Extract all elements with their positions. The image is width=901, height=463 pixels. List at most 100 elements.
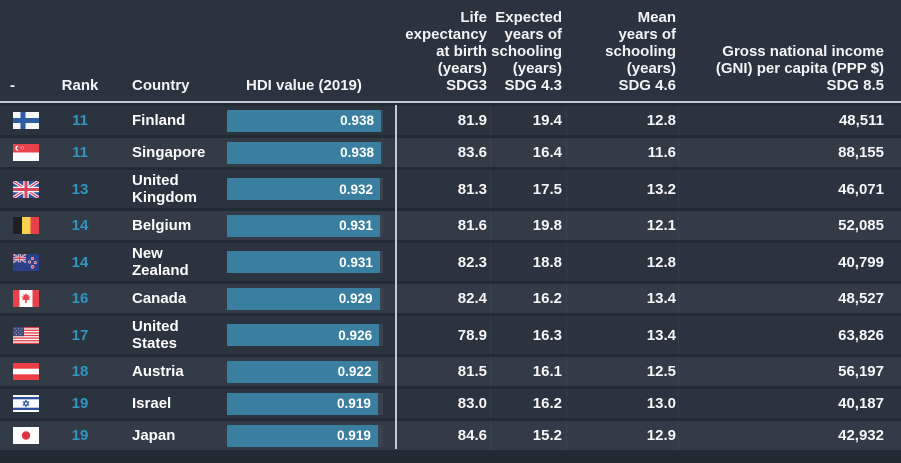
austria-flag-icon	[13, 363, 39, 380]
country-name: Japan	[132, 427, 176, 444]
israel-flag-icon	[13, 395, 39, 412]
hdi-value-label: 0.931	[339, 218, 373, 233]
header-country-column[interactable]: Country	[132, 77, 190, 94]
hdi-bar-cell: 0.931	[227, 214, 396, 237]
hdi-value-label: 0.929	[338, 291, 373, 306]
table-row: 14 New Zealand 0.931 82.3 18.8 12.8 40,799	[0, 243, 901, 281]
flag-cell	[0, 112, 50, 129]
table-row: 19 Japan 0.919 84.6 15.2 12.9 42,932	[0, 421, 901, 450]
flag-cell	[0, 427, 50, 444]
flag-cell	[0, 363, 50, 380]
expected-schooling-value: 16.2	[490, 284, 566, 313]
hdi-bar-cell: 0.931	[227, 251, 396, 273]
hdi-bar-track: 0.932	[227, 178, 383, 200]
expected-schooling-value: 16.1	[490, 357, 566, 386]
gni-per-capita-value: 48,527	[678, 284, 901, 313]
hdi-value-label: 0.938	[340, 113, 374, 128]
hdi-bar-fill: 0.932	[227, 178, 381, 200]
gni-per-capita-value: 52,085	[678, 211, 901, 240]
gni-per-capita-value: 88,155	[678, 138, 901, 167]
gni-per-capita-value: 46,071	[678, 170, 901, 208]
mean-schooling-value: 13.2	[566, 170, 678, 208]
new-zealand-flag-icon	[13, 253, 39, 271]
hdi-bar-track: 0.919	[227, 424, 383, 447]
header-life-expectancy-column[interactable]: Life expectancy at birth (years) SDG3	[405, 9, 487, 94]
country-name: Israel	[132, 395, 172, 412]
expected-schooling-value: 16.4	[490, 138, 566, 167]
hdi-bar-fill: 0.938	[227, 109, 381, 132]
table-row: 16 Canada 0.929 82.4 16.2 13.4 48,527	[0, 284, 901, 313]
header-hdi-column[interactable]: HDI value (2019)	[246, 77, 362, 94]
gni-per-capita-value: 40,799	[678, 243, 901, 281]
header-mean-schooling-column[interactable]: Mean years of schooling (years) SDG 4.6	[605, 9, 676, 94]
table-row: 18 Austria 0.922 81.5 16.1 12.5 56,197	[0, 357, 901, 386]
mean-schooling-value: 12.9	[566, 421, 678, 450]
country-name: United Kingdom	[132, 172, 197, 206]
life-expectancy-value: 81.3	[396, 170, 490, 208]
hdi-bar-fill: 0.926	[227, 324, 380, 346]
singapore-flag-icon	[13, 144, 39, 161]
expected-schooling-value: 15.2	[490, 421, 566, 450]
hdi-bar-cell: 0.929	[227, 287, 396, 310]
header-flag-column[interactable]: -	[10, 77, 15, 94]
life-expectancy-value: 81.6	[396, 211, 490, 240]
gni-per-capita-value: 56,197	[678, 357, 901, 386]
hdi-bar-fill: 0.919	[227, 392, 378, 415]
flag-cell	[0, 253, 50, 271]
hdi-bar-cell: 0.932	[227, 178, 396, 200]
hdi-bar-track: 0.919	[227, 392, 383, 415]
rank-value: 13	[71, 180, 89, 198]
belgium-flag-icon	[13, 217, 39, 234]
flag-cell	[0, 144, 50, 161]
hdi-value-label: 0.919	[337, 428, 371, 443]
hdi-value-label: 0.919	[337, 396, 371, 411]
hdi-bar-cell: 0.938	[227, 141, 396, 164]
mean-schooling-value: 13.0	[566, 389, 678, 418]
life-expectancy-value: 84.6	[396, 421, 490, 450]
finland-flag-icon	[13, 112, 39, 129]
header-gni-column[interactable]: Gross national income (GNI) per capita (…	[715, 43, 884, 94]
rank-value: 19	[71, 427, 89, 444]
header-expected-schooling-column[interactable]: Expected years of schooling (years) SDG …	[491, 9, 562, 94]
rank-value: 14	[71, 217, 89, 234]
country-name: Singapore	[132, 144, 206, 161]
hdi-bar-fill: 0.938	[227, 141, 381, 164]
rank-value: 17	[71, 326, 89, 344]
header-rank-column[interactable]: Rank	[61, 77, 99, 94]
gni-per-capita-value: 63,826	[678, 316, 901, 354]
hdi-value-label: 0.922	[337, 364, 372, 379]
hdi-bar-fill: 0.922	[227, 360, 379, 383]
hdi-bar-track: 0.922	[227, 360, 383, 383]
hdi-value-label: 0.926	[338, 327, 373, 343]
hdi-bar-cell: 0.926	[227, 324, 396, 346]
rank-value: 11	[72, 112, 88, 129]
life-expectancy-value: 83.0	[396, 389, 490, 418]
life-expectancy-value: 83.6	[396, 138, 490, 167]
hdi-bar-track: 0.938	[227, 109, 383, 132]
hdi-value-label: 0.931	[339, 254, 373, 270]
rank-value: 18	[71, 363, 89, 380]
country-name: New Zealand	[132, 245, 189, 279]
mean-schooling-value: 12.8	[566, 243, 678, 281]
mean-schooling-value: 12.5	[566, 357, 678, 386]
table-row: 13 United Kingdom 0.932 81.3 17.5 13.2 46,071	[0, 170, 901, 208]
hdi-value-label: 0.938	[340, 145, 374, 160]
japan-flag-icon	[13, 427, 39, 444]
mean-schooling-value: 13.4	[566, 316, 678, 354]
mean-schooling-value: 12.1	[566, 211, 678, 240]
life-expectancy-value: 78.9	[396, 316, 490, 354]
rank-value: 19	[71, 395, 89, 412]
table-row: 11 Singapore 0.938 83.6 16.4 11.6 88,155	[0, 138, 901, 167]
country-name: United States	[132, 318, 179, 352]
mean-schooling-value: 11.6	[566, 138, 678, 167]
table-header: - Rank Country HDI value (2019) Life exp…	[0, 0, 901, 103]
country-name: Belgium	[132, 217, 192, 234]
rank-value: 11	[72, 144, 88, 161]
expected-schooling-value: 16.3	[490, 316, 566, 354]
flag-cell	[0, 290, 50, 307]
expected-schooling-value: 18.8	[490, 243, 566, 281]
table-body: 11 Finland 0.938 81.9 19.4 12.8 48,511 11 Singap…	[0, 103, 901, 450]
gni-per-capita-value: 42,932	[678, 421, 901, 450]
hdi-bar-track: 0.926	[227, 324, 383, 346]
flag-cell	[0, 395, 50, 412]
